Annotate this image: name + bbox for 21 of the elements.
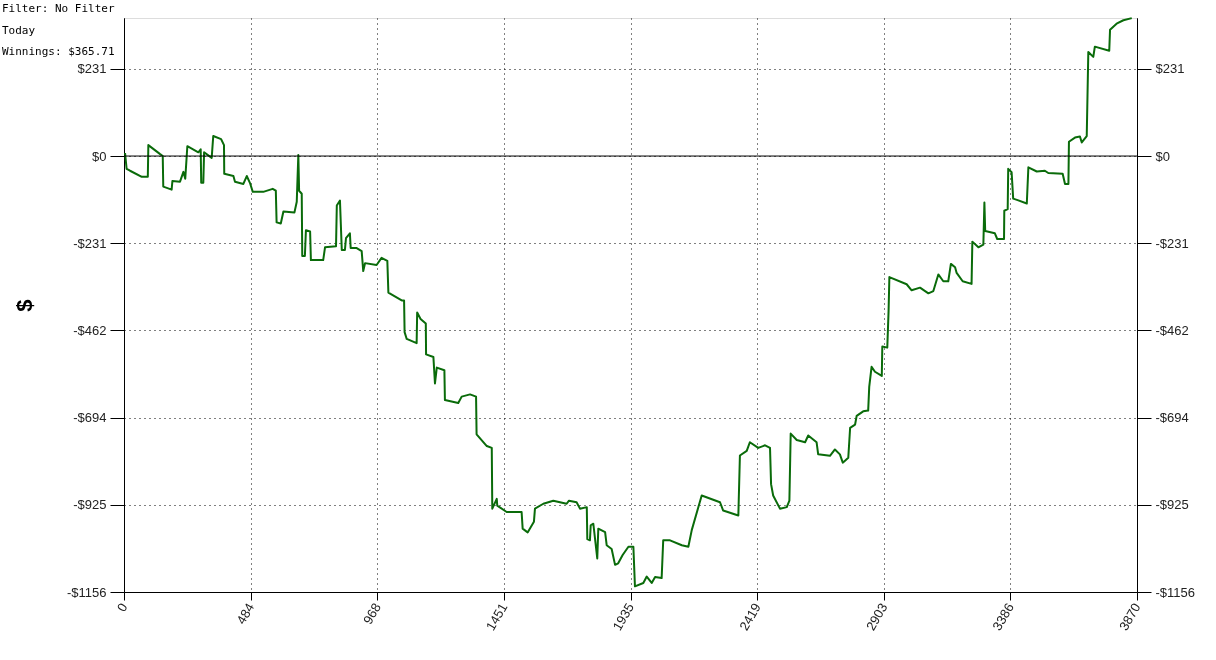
text: Winnings: $365.71: [2, 45, 115, 58]
y-tick-label: -$1156: [66, 584, 107, 600]
x-tick-label: 0: [113, 600, 131, 615]
y2-tick-label: -$694: [1155, 410, 1189, 426]
text: Today: [2, 23, 36, 37]
y-axis-title: $: [11, 299, 37, 312]
y-tick-label: -$462: [73, 322, 107, 338]
y2-tick-label: -$231: [1155, 235, 1189, 251]
y2-tick-label: $0: [1155, 148, 1170, 164]
x-tick-label: 484: [233, 600, 258, 627]
x-tick-label: 968: [360, 600, 384, 627]
y2-tick-label: -$925: [1155, 497, 1189, 513]
y-tick-label: -$231: [73, 235, 107, 251]
y2-tick-label: -$462: [1155, 322, 1189, 338]
y-tick-label: $231: [77, 61, 107, 77]
text: Filter: No Filter: [2, 2, 115, 15]
y-tick-label: $0: [92, 148, 107, 164]
y-tick-label: -$694: [73, 410, 107, 426]
y2-tick-label: $231: [1155, 61, 1185, 77]
y2-tick-label: -$1156: [1155, 584, 1196, 600]
y-tick-label: -$925: [73, 497, 107, 513]
